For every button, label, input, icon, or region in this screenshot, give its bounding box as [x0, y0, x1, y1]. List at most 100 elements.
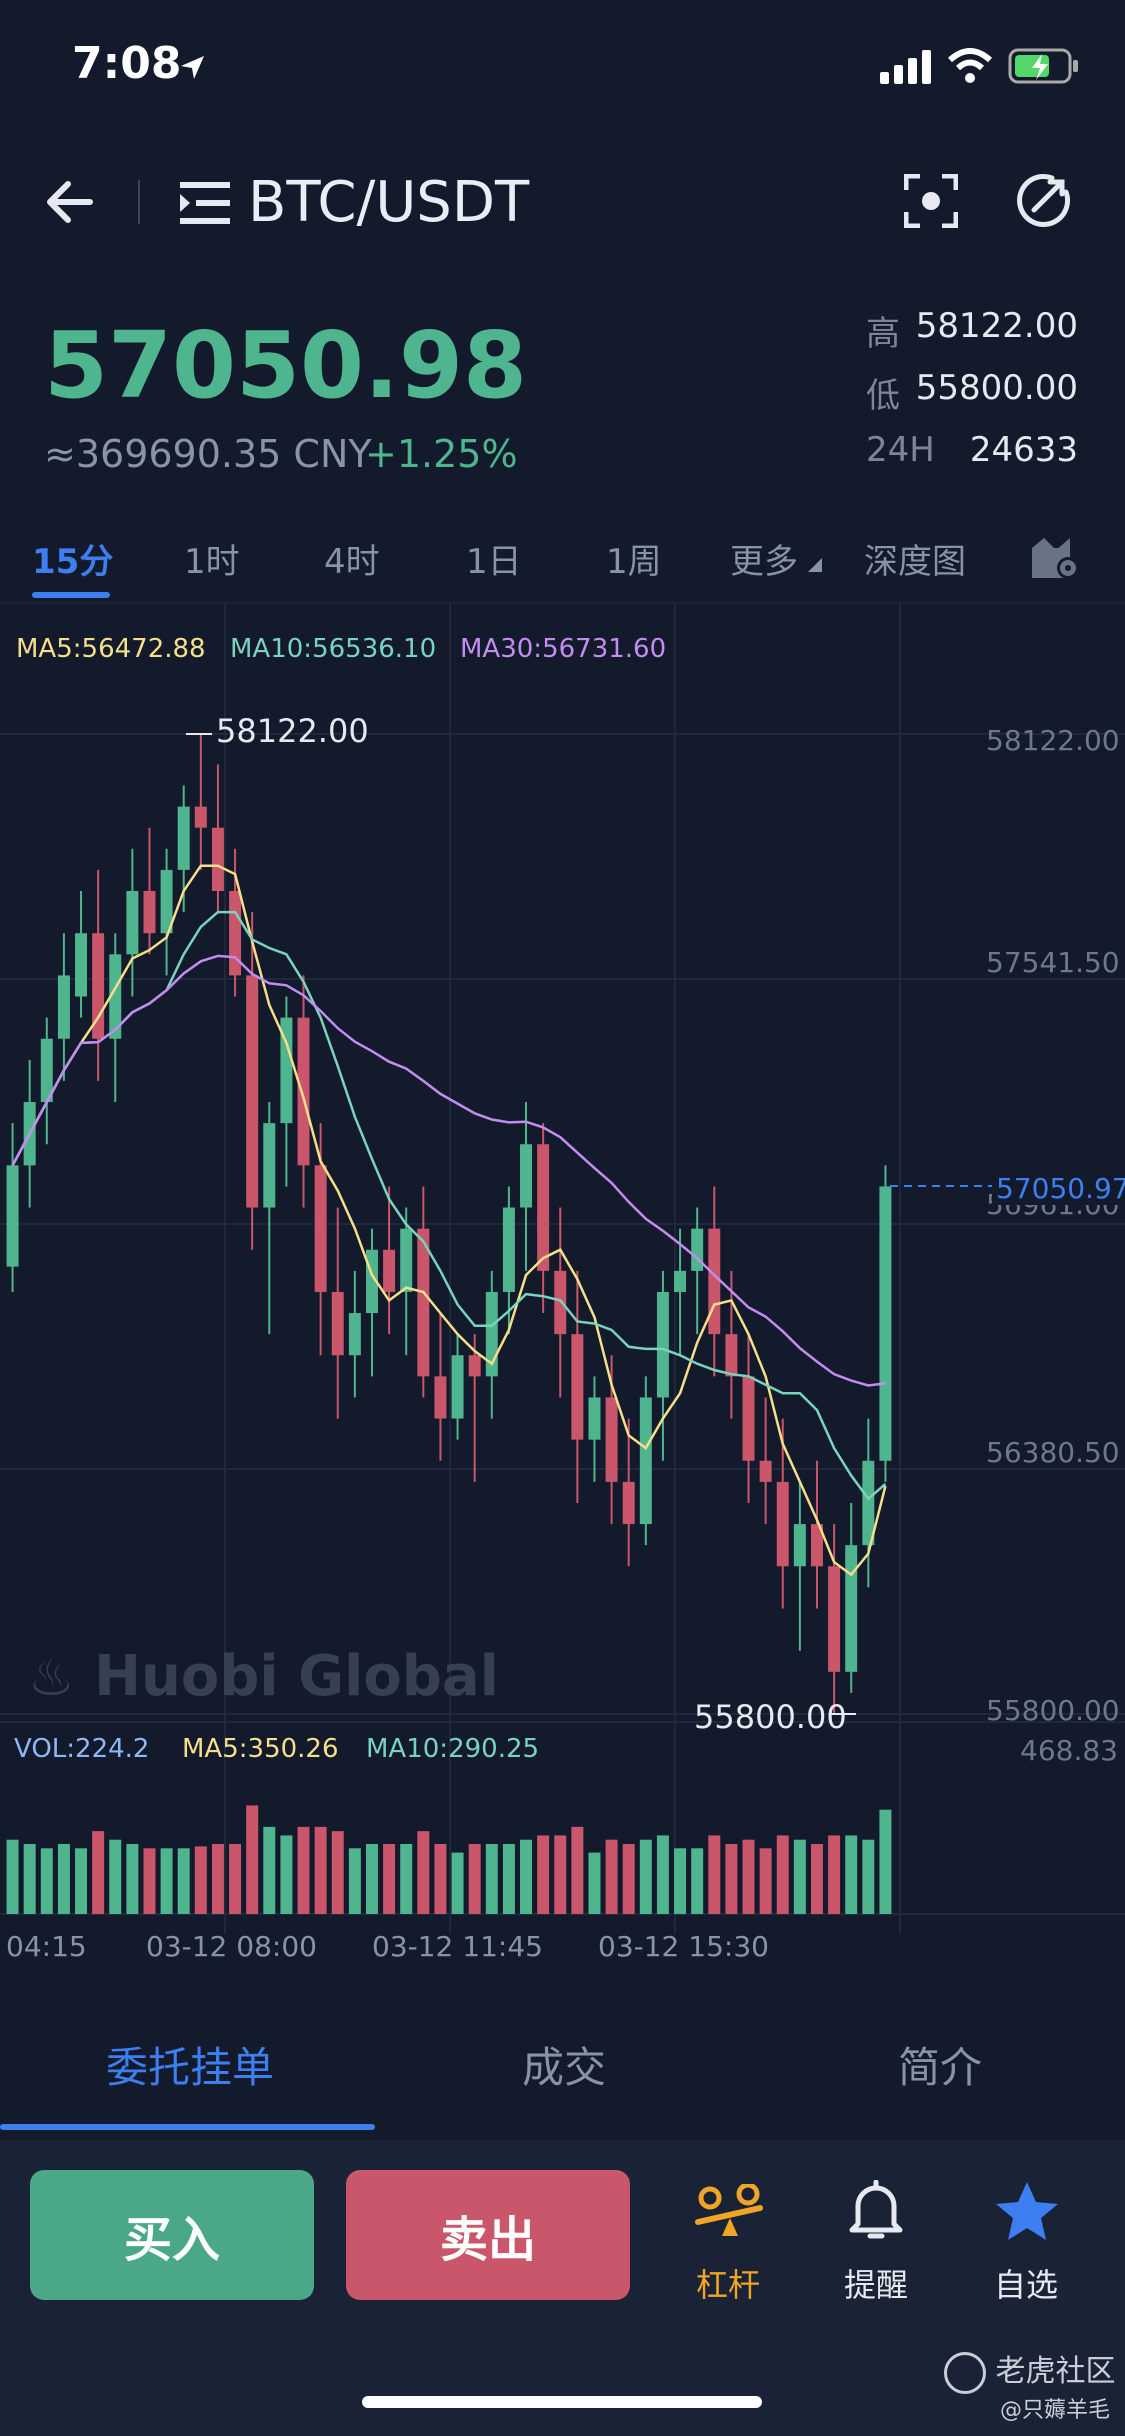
- candle-body: [143, 891, 156, 934]
- volume-bar: [759, 1848, 772, 1914]
- volume-bar: [588, 1852, 601, 1914]
- x-tick: 03-12 15:30: [598, 1930, 769, 1963]
- volume-bar: [57, 1844, 70, 1914]
- vol-ma10-legend: MA10:290.25: [366, 1734, 540, 1764]
- volume-bar: [468, 1844, 481, 1914]
- tab-1d[interactable]: 1日: [466, 542, 522, 582]
- candle-body: [434, 1376, 447, 1419]
- candle-body: [417, 1228, 430, 1377]
- candle-body: [588, 1397, 601, 1440]
- candle-body: [314, 1165, 327, 1292]
- high-label: 高: [866, 314, 900, 354]
- leverage-label[interactable]: 杠杆: [695, 2266, 760, 2304]
- volume-bar: [75, 1848, 88, 1914]
- community-watermark: 老虎社区: [944, 2346, 1116, 2394]
- favorite-label[interactable]: 自选: [993, 2266, 1058, 2304]
- volume-bar: [845, 1835, 858, 1914]
- volume-bar: [314, 1826, 327, 1914]
- volume-bar: [194, 1846, 207, 1914]
- volume-bar: [383, 1844, 396, 1914]
- candle-body: [828, 1566, 841, 1672]
- star-icon[interactable]: [994, 2180, 1060, 2242]
- current-price-tag: 57050.97: [992, 1172, 1125, 1205]
- tab-1w[interactable]: 1周: [606, 542, 662, 582]
- tab-15m[interactable]: 15分: [32, 542, 114, 582]
- pair-title[interactable]: BTC/USDT: [248, 170, 530, 235]
- candle-body: [211, 827, 224, 892]
- candle-body: [75, 933, 88, 997]
- tiger-logo-icon: [944, 2351, 986, 2394]
- candle-body: [674, 1270, 687, 1292]
- tab-intro[interactable]: 简介: [898, 2043, 983, 2092]
- ma10-legend: MA10:56536.10: [230, 634, 437, 664]
- tab-4h[interactable]: 4时: [324, 542, 380, 582]
- candle-body: [40, 1038, 53, 1103]
- volume-bar: [177, 1848, 190, 1914]
- tab-open-orders[interactable]: 委托挂单: [106, 2043, 275, 2092]
- candle-body: [451, 1355, 464, 1419]
- volume-bar: [742, 1839, 755, 1914]
- candle-body: [280, 1017, 293, 1124]
- change-percent: +1.25%: [365, 432, 518, 476]
- x-tick: 03-12 11:45: [372, 1930, 543, 1963]
- wifi-icon: [948, 48, 992, 83]
- tab-active-indicator: [32, 592, 110, 598]
- bell-icon[interactable]: [848, 2180, 904, 2242]
- volume-bar: [160, 1848, 173, 1914]
- candle-body: [879, 1186, 892, 1461]
- back-arrow-icon[interactable]: [42, 174, 98, 230]
- candle-body: [331, 1291, 344, 1356]
- tab-depth[interactable]: 深度图: [864, 542, 966, 582]
- low-value: 55800.00: [915, 368, 1078, 408]
- vol24h-label: 24H: [866, 430, 935, 470]
- candle-body: [109, 954, 122, 1039]
- x-tick: 03-12 08:00: [146, 1930, 317, 1963]
- candle-body: [468, 1355, 481, 1377]
- candlestick-chart[interactable]: [0, 604, 1125, 1974]
- volume-bar: [793, 1839, 806, 1914]
- interval-tabs: 15分 1时 4时 1日 1周 更多 深度图: [0, 520, 1125, 604]
- alert-label[interactable]: 提醒: [843, 2266, 908, 2304]
- menu-list-icon[interactable]: [180, 180, 234, 226]
- high-marker-label: 58122.00: [216, 712, 369, 750]
- action-bar: 买入 卖出 杠杆 提醒 自选 老虎社区 @只薅羊毛: [0, 2140, 1125, 2436]
- candle-body: [400, 1228, 413, 1292]
- scan-icon[interactable]: [904, 174, 958, 228]
- share-refresh-icon[interactable]: [1016, 172, 1074, 230]
- volume-bar: [725, 1844, 738, 1914]
- leverage-icon[interactable]: [694, 2184, 764, 2240]
- candle-body: [92, 933, 105, 1039]
- detail-tabs: 委托挂单 成交 简介: [0, 2002, 1125, 2132]
- candle-body: [639, 1397, 652, 1525]
- ma5-legend: MA5:56472.88: [16, 634, 206, 664]
- y-tick: 57541.50: [986, 946, 1120, 979]
- tab-1h[interactable]: 1时: [184, 542, 240, 582]
- candle-body: [537, 1144, 550, 1271]
- volume-bar: [605, 1839, 618, 1914]
- volume-bar: [92, 1831, 105, 1914]
- tab-more[interactable]: 更多: [730, 542, 798, 582]
- vol-max-label: 468.83: [1020, 1734, 1118, 1767]
- volume-bar: [6, 1839, 19, 1914]
- kline-chart[interactable]: MA5:56472.88 MA10:56536.10 MA30:56731.60…: [0, 604, 1125, 1974]
- volume-bar: [776, 1835, 789, 1914]
- volume-bar: [400, 1844, 413, 1914]
- cny-price: ≈369690.35 CNY: [44, 432, 372, 476]
- sell-button[interactable]: 卖出: [346, 2170, 630, 2300]
- candle-body: [793, 1524, 806, 1567]
- low-marker-label: 55800.00: [694, 1698, 847, 1736]
- x-tick: 04:15: [6, 1930, 87, 1963]
- volume-bar: [828, 1835, 841, 1914]
- battery-icon: [1008, 48, 1078, 84]
- candle-body: [759, 1460, 772, 1482]
- community-name: 老虎社区: [995, 2354, 1116, 2389]
- buy-button[interactable]: 买入: [30, 2170, 314, 2300]
- volume-bar: [143, 1848, 156, 1914]
- volume-bar: [639, 1839, 652, 1914]
- tab-trades[interactable]: 成交: [522, 2043, 607, 2092]
- y-tick: 55800.00: [986, 1694, 1120, 1727]
- volume-bar: [708, 1835, 721, 1914]
- volume-bar: [211, 1844, 224, 1914]
- chart-settings-icon[interactable]: [1030, 532, 1082, 582]
- volume-bar: [263, 1826, 276, 1914]
